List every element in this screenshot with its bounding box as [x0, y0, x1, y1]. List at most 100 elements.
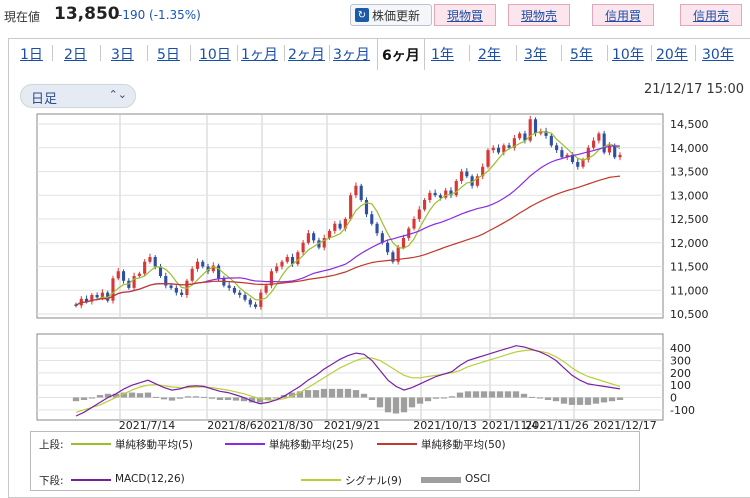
tab-1d[interactable]: 1日 [20, 47, 43, 63]
date-tick-label: 2021/11/26 [525, 419, 588, 432]
candle-body [581, 159, 585, 167]
cash-sell-button[interactable]: 現物売 [508, 4, 570, 26]
margin-buy-button[interactable]: 信用買 [592, 4, 654, 26]
price-tick-label: 13,500 [670, 166, 709, 179]
osci-bar [608, 397, 616, 402]
interval-select-value: 日足 [31, 92, 58, 107]
legend-swatch-ma25 [225, 443, 265, 445]
price-tick-label: 14,000 [670, 142, 709, 155]
candle-body [570, 154, 575, 162]
refresh-price-label: 株価更新 [372, 8, 421, 23]
date-tick-label: 2021/9/21 [324, 419, 380, 432]
osci-bar [416, 397, 424, 404]
tab-divider [516, 45, 517, 61]
osci-bar [168, 397, 176, 401]
price-tick-label: 10,500 [670, 308, 709, 321]
tab-3d[interactable]: 3日 [111, 47, 134, 63]
interval-select[interactable]: 日足 ⌃⌄ [20, 84, 136, 108]
candle-body [269, 271, 273, 286]
candle-body [438, 195, 442, 198]
candle-body [238, 292, 242, 295]
tab-5y[interactable]: 5年 [570, 47, 593, 63]
date-tick-label: 2021/8/6 [207, 419, 256, 432]
osci-bar [224, 397, 232, 400]
tab-3y[interactable]: 3年 [524, 47, 547, 63]
margin-sell-button[interactable]: 信用売 [680, 4, 742, 26]
osci-bar [264, 397, 272, 400]
chevron-updown-icon: ⌃⌄ [108, 88, 127, 101]
tab-divider [100, 45, 101, 61]
candle-body [285, 257, 289, 262]
osci-bar [160, 397, 168, 400]
tab-30y[interactable]: 30年 [702, 47, 734, 63]
osci-bar [176, 397, 184, 399]
tab-divider [695, 45, 696, 61]
refresh-price-button[interactable]: ↻ 株価更新 [350, 4, 432, 26]
tab-2d[interactable]: 2日 [64, 47, 87, 63]
tab-20y[interactable]: 20年 [656, 47, 688, 63]
candle-body [343, 219, 347, 229]
candle-body [391, 252, 395, 262]
osci-bar [504, 391, 512, 398]
tab-3m[interactable]: 3ヶ月 [333, 47, 370, 63]
date-tick-label: 2021/8/30 [257, 419, 313, 432]
period-tabs: 1日 2日 3日 5日 10日 1ヶ月 2ヶ月 3ヶ月 6ヶ月 1年 2年 3年… [8, 38, 750, 70]
candle-body [217, 265, 221, 279]
candle-body [232, 287, 237, 293]
candle-body [121, 271, 126, 281]
candle-body [174, 287, 178, 293]
chart-datetime: 21/12/17 15:00 [644, 82, 744, 97]
legend-swatch-ma50 [377, 443, 417, 445]
current-price: 13,850 [54, 4, 120, 24]
osci-bar [352, 390, 360, 398]
cash-buy-button[interactable]: 現物買 [434, 4, 496, 26]
legend-signal: シグナル(9) [345, 475, 402, 487]
tab-1y[interactable]: 1年 [431, 47, 454, 63]
tab-1m[interactable]: 1ヶ月 [241, 47, 278, 63]
candle-body [338, 223, 342, 229]
osci-bar [376, 397, 384, 408]
candle-body [158, 266, 163, 276]
candle-body [227, 285, 231, 288]
legend-macd: MACD(12,26) [115, 473, 185, 485]
candle-body [512, 138, 516, 148]
candle-body [164, 276, 168, 286]
tab-5d[interactable]: 5日 [157, 47, 180, 63]
tab-6m[interactable]: 6ヶ月 [377, 38, 425, 70]
osci-bar [488, 391, 496, 398]
candle-body [137, 273, 141, 276]
osci-bar [392, 397, 400, 414]
osci-bar [152, 396, 160, 398]
tab-2m[interactable]: 2ヶ月 [288, 47, 325, 63]
osci-bar [72, 397, 80, 402]
candle-body [549, 135, 553, 146]
tab-divider [147, 45, 148, 61]
macd-tick-label: 400 [670, 342, 691, 355]
ma50-line [75, 175, 621, 306]
osci-bar [328, 388, 336, 398]
osci-bar [512, 391, 520, 398]
tab-2y[interactable]: 2年 [478, 47, 501, 63]
candle-body [301, 242, 305, 253]
candle-body [470, 176, 474, 186]
osci-bar [448, 396, 456, 398]
price-tick-label: 14,500 [670, 118, 709, 131]
osci-bar [144, 392, 152, 398]
tab-10y[interactable]: 10年 [612, 47, 644, 63]
ma5-line [75, 130, 621, 306]
candle-body [518, 133, 522, 139]
candle-body [111, 278, 115, 301]
candle-body [370, 214, 374, 224]
candle-body [195, 261, 200, 269]
legend-ma25: 単純移動平均(25) [269, 439, 354, 451]
osci-bar [480, 391, 488, 398]
osci-bar [464, 391, 472, 398]
osci-bar [80, 397, 88, 400]
date-tick-label: 2021/11/4 [482, 419, 538, 432]
candle-body [100, 292, 104, 298]
tab-10d[interactable]: 10日 [199, 47, 231, 63]
candle-body [153, 257, 157, 267]
osci-bar [104, 393, 112, 398]
osci-bar [256, 397, 264, 403]
tab-divider [469, 45, 470, 61]
